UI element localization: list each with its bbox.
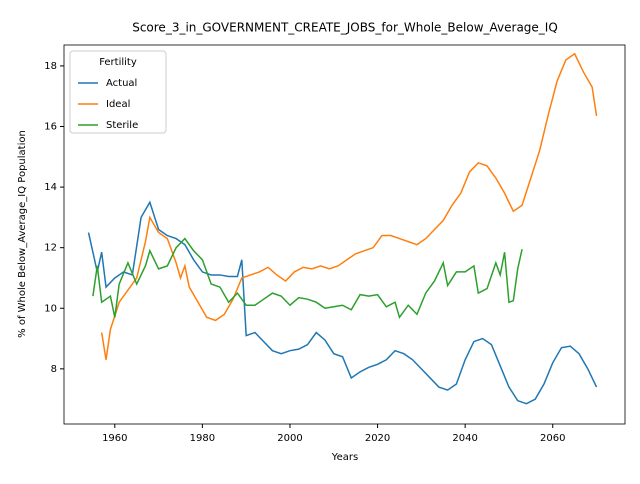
y-tick-label: 12: [44, 243, 57, 254]
line-series: [100, 52, 598, 360]
y-tick-label: 16: [44, 121, 57, 132]
x-axis-label: Years: [331, 452, 358, 463]
x-tick-label: 1960: [102, 433, 127, 444]
legend-title: Fertility: [99, 57, 137, 68]
line-series: [92, 237, 523, 320]
x-tick-label: 1980: [190, 433, 215, 444]
plot-frame: [63, 44, 626, 425]
x-tick-label: 2060: [540, 433, 565, 444]
legend-label: Sterile: [106, 120, 138, 131]
legend-label: Actual: [106, 78, 137, 89]
x-tick-label: 2000: [277, 433, 302, 444]
legend-box: [69, 50, 167, 134]
y-tick-label: 8: [51, 364, 57, 375]
y-tick-label: 18: [44, 61, 57, 72]
y-axis-label: % of Whole Below_Average_IQ Population: [17, 130, 28, 338]
y-tick-label: 14: [44, 182, 57, 193]
legend-label: Ideal: [106, 99, 130, 110]
chart-title: Score_3_in_GOVERNMENT_CREATE_JOBS_for_Wh…: [132, 21, 558, 35]
line-series: [87, 200, 598, 405]
y-tick-label: 10: [44, 303, 57, 314]
x-tick-label: 2040: [452, 433, 477, 444]
x-tick-label: 2020: [365, 433, 390, 444]
